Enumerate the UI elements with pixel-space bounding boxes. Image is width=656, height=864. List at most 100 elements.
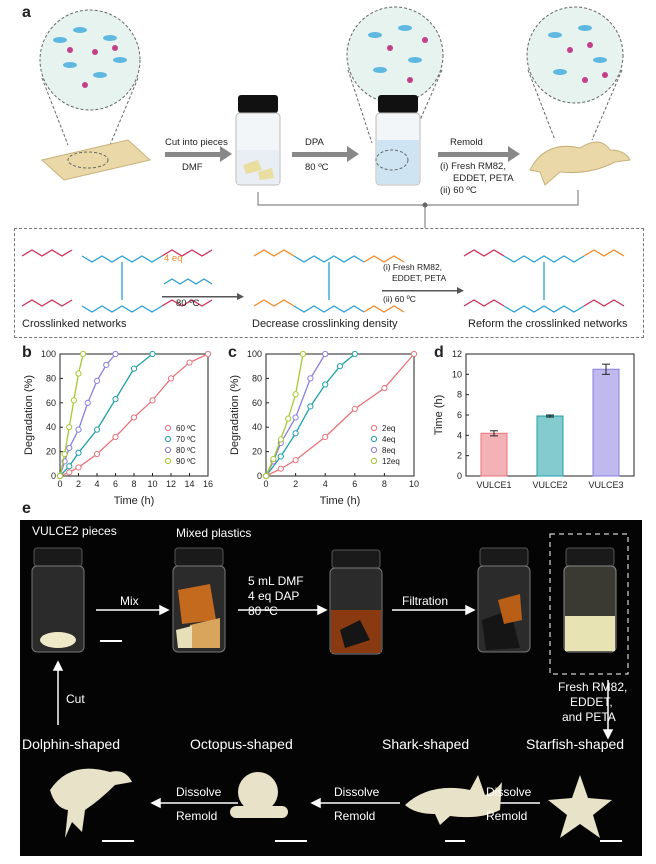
d-ytick-label: 2 xyxy=(457,451,462,461)
b-ytick-label: 20 xyxy=(46,447,56,457)
step1-solvent: DMF xyxy=(182,162,203,173)
vial-pieces xyxy=(235,95,281,186)
c-legend-marker-2 xyxy=(370,446,378,454)
c-data-point xyxy=(322,381,329,388)
crosslink-dots xyxy=(67,37,608,88)
step2-label: DPA xyxy=(305,137,324,148)
b-data-point xyxy=(66,444,73,452)
c-ytick-label: 60 xyxy=(252,398,262,408)
c-data-point xyxy=(307,403,314,410)
b-data-point xyxy=(70,397,77,404)
b-data-point xyxy=(66,424,73,431)
b-data-point xyxy=(167,375,175,382)
b-xtick-label: 14 xyxy=(184,479,194,489)
label-dissolve-2: Dissolve xyxy=(334,785,380,799)
b-ytick-label: 80 xyxy=(46,373,56,383)
d-category-label: VULCE3 xyxy=(588,480,623,490)
d-category-label: VULCE2 xyxy=(532,480,567,490)
caption-reform: Reform the crosslinked networks xyxy=(468,318,628,330)
b-data-point xyxy=(149,350,156,358)
b-legend-label-2: 80 ºC xyxy=(176,446,196,455)
scheme-cond2: EDDET, PETA xyxy=(392,273,447,283)
b-ytick-label: 100 xyxy=(41,349,56,359)
c-ytick-label: 80 xyxy=(252,373,262,383)
b-legend-label-1: 70 ºC xyxy=(176,435,196,444)
vial-filtered-photo xyxy=(477,547,531,653)
scheme-temp: 80 ºC xyxy=(176,298,200,309)
b-xtick-label: 4 xyxy=(94,479,99,489)
c-legend-label-2: 8eq xyxy=(382,446,395,455)
dolphin-shape xyxy=(529,141,631,186)
b-data-point xyxy=(80,350,87,358)
network-magnified-circle-1 xyxy=(39,9,141,111)
c-plot-frame xyxy=(265,353,415,477)
b-xtick-label: 0 xyxy=(57,479,62,489)
label-dissolve-3: Dissolve xyxy=(486,785,532,799)
d-ytick-label: 8 xyxy=(457,390,462,400)
b-data-point xyxy=(75,426,82,433)
c-data-point xyxy=(336,363,344,370)
label-fresh-rm82: Fresh RM82, xyxy=(558,680,628,694)
chemistry-scheme-box xyxy=(14,228,644,338)
b-xlabel: Time (h) xyxy=(114,495,155,507)
c-data-point xyxy=(270,455,277,463)
c-series-line-3 xyxy=(265,353,304,477)
c-data-point xyxy=(277,453,284,460)
b-data-point xyxy=(112,350,119,358)
b-data-point xyxy=(112,396,119,403)
label-remold-2: Remold xyxy=(334,809,376,823)
d-bar-vulce1 xyxy=(480,432,508,477)
scale-bar xyxy=(100,640,122,642)
b-data-point xyxy=(61,450,68,458)
c-data-point xyxy=(262,472,270,480)
step3-label: Remold xyxy=(450,137,483,148)
c-xtick-label: 0 xyxy=(263,479,268,489)
label-temp: 80 ºC xyxy=(248,604,278,618)
c-legend-label-0: 2eq xyxy=(382,424,395,433)
c-xlabel: Time (h) xyxy=(320,495,361,507)
label-dolphin-shaped: Dolphin-shaped xyxy=(22,736,121,752)
b-ytick-label: 60 xyxy=(46,398,56,408)
c-data-point xyxy=(351,405,358,413)
panel-label-e: e xyxy=(22,500,31,517)
label-remold-3: Remold xyxy=(486,809,528,823)
c-legend-marker-3 xyxy=(370,457,378,465)
d-ytick-label: 6 xyxy=(457,410,462,420)
b-xtick-label: 8 xyxy=(131,479,136,489)
vial-solution-photo xyxy=(563,547,617,653)
label-vulce2-pieces: VULCE2 pieces xyxy=(32,524,117,538)
c-data-point xyxy=(307,375,314,382)
b-data-point xyxy=(66,463,73,470)
vial-mixed-photo xyxy=(172,547,226,653)
b-data-point xyxy=(130,414,138,421)
panel-label-d: d xyxy=(434,344,444,361)
starfish-photo xyxy=(548,775,612,838)
d-ylabel: Time (h) xyxy=(433,395,445,436)
shark-photo xyxy=(405,775,502,825)
b-series-line-2 xyxy=(59,353,116,477)
c-data-point xyxy=(292,457,299,464)
d-ytick-label: 0 xyxy=(457,471,462,481)
b-xtick-label: 12 xyxy=(166,479,176,489)
scheme-cond3: (ii) 60 ºC xyxy=(383,294,416,304)
b-ylabel: Degradation (%) xyxy=(23,375,35,455)
c-data-point xyxy=(277,436,284,443)
b-legend-marker-2 xyxy=(164,446,172,454)
c-data-point xyxy=(299,350,307,358)
d-bar-vulce3 xyxy=(592,368,620,477)
dolphin-photo xyxy=(50,768,132,838)
b-xtick-label: 10 xyxy=(147,479,157,489)
c-ytick-label: 100 xyxy=(247,349,262,359)
chain-segments xyxy=(53,25,607,78)
d-ytick-label: 4 xyxy=(457,430,462,440)
panel-e-drawings xyxy=(31,533,629,842)
highlight-box xyxy=(549,533,629,675)
c-ytick-label: 0 xyxy=(257,471,262,481)
label-octopus-shaped: Octopus-shaped xyxy=(190,736,293,752)
step3-cond1: (i) Fresh RM82, xyxy=(440,161,506,172)
b-xtick-label: 2 xyxy=(76,479,81,489)
step1-label: Cut into pieces xyxy=(165,137,228,148)
scheme-cond1: (i) Fresh RM82, xyxy=(383,262,443,272)
c-legend-label-1: 4eq xyxy=(382,435,395,444)
